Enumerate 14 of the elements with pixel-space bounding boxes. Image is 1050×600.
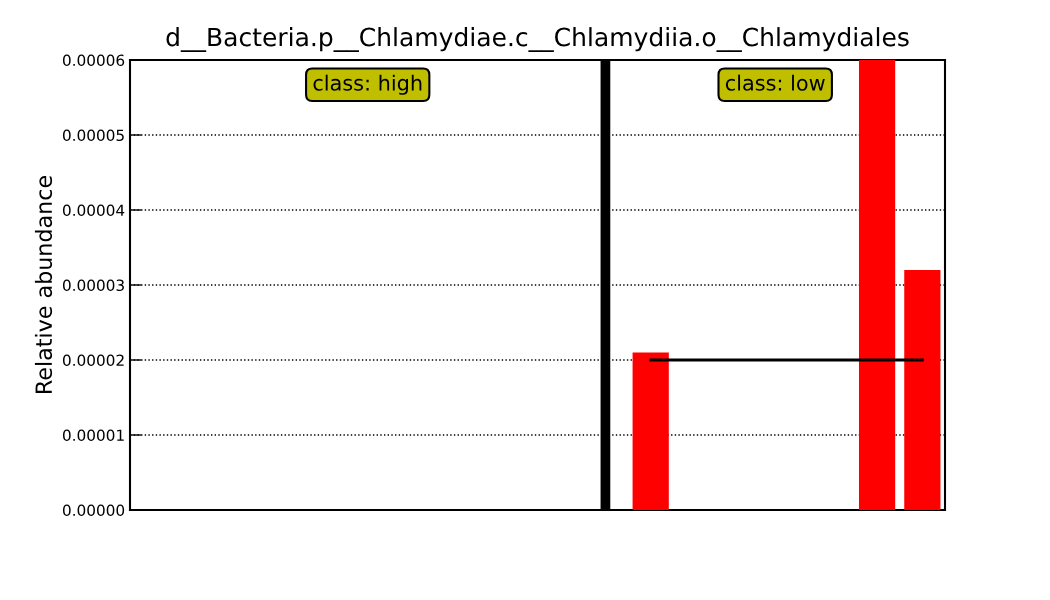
y-tick-label: 0.00000 <box>62 504 125 517</box>
annotation: class: low <box>725 74 825 91</box>
bar <box>858 60 896 510</box>
y-tick-label: 0.00003 <box>62 279 124 292</box>
y-tick-label: 0.00001 <box>62 429 124 442</box>
y-tick-label: 0.00006 <box>62 54 125 67</box>
bar <box>632 352 669 510</box>
bar <box>904 270 941 510</box>
y-tick-label: 0.00005 <box>62 129 124 142</box>
y-tick-label: 0.00004 <box>62 204 125 217</box>
annotation: class: high <box>313 74 422 95</box>
y-tick-label: 0.00002 <box>62 354 124 367</box>
chart-title: d__Bacteria.p__Chlamydiae.c__Chlamydiia.o__Chlamydiales <box>166 27 909 53</box>
y-axis-title: Relative abundance <box>34 176 53 393</box>
